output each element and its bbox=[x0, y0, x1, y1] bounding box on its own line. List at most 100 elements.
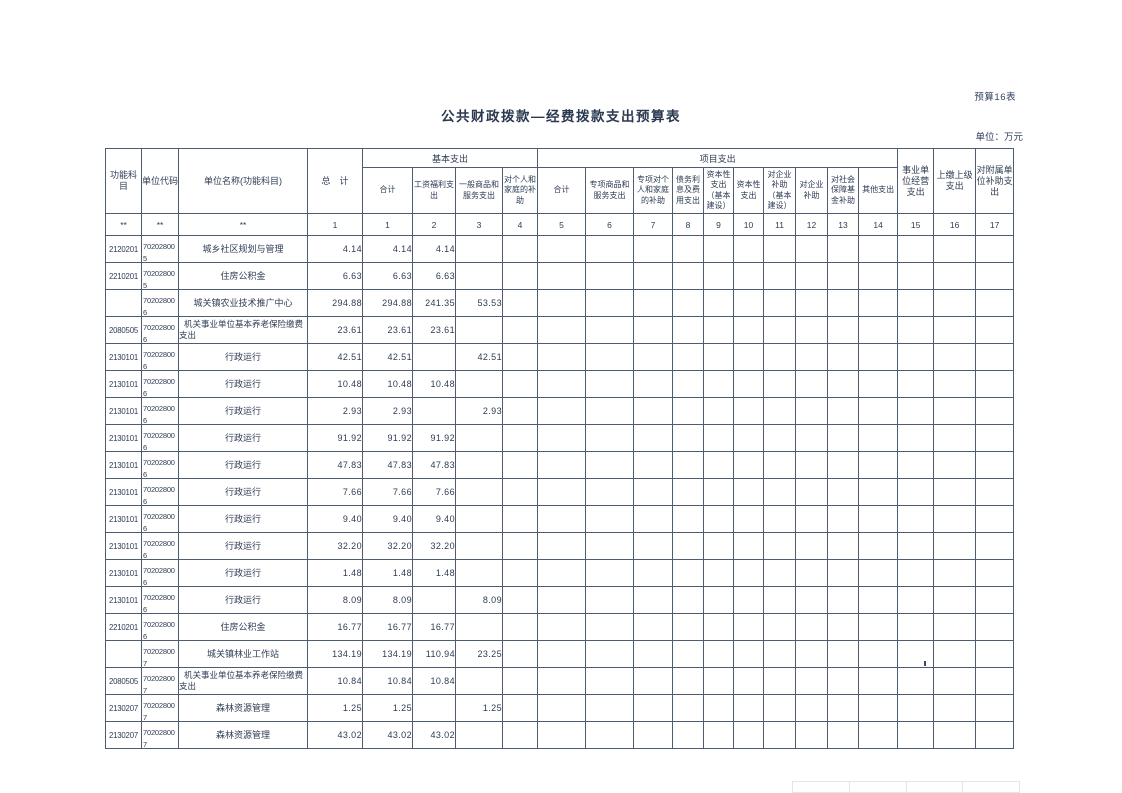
cell-unit-name: 城关镇农业技术推广中心 bbox=[178, 289, 308, 317]
column-index-cell: 8 bbox=[672, 213, 705, 236]
col-header-affiliated-subsidy-expenditure: 对附属单位补助支出 bbox=[975, 148, 1015, 214]
cell-value: 9.40 bbox=[412, 505, 456, 533]
cell-value bbox=[858, 532, 899, 560]
table-row: 2130101 702028006 行政运行 32.20 32.20 32.20 bbox=[105, 532, 1015, 560]
cell-value bbox=[975, 289, 1015, 317]
cell-value bbox=[827, 586, 860, 614]
cell-value bbox=[501, 262, 539, 290]
cell-func-code bbox=[105, 640, 142, 668]
cell-value bbox=[827, 289, 860, 317]
cell-value bbox=[672, 613, 705, 641]
cell-value: 4.14 bbox=[412, 235, 456, 263]
cell-unit-name: 行政运行 bbox=[178, 343, 308, 371]
cell-value bbox=[897, 586, 935, 614]
column-index-cell: 14 bbox=[858, 213, 899, 236]
cell-value bbox=[733, 262, 765, 290]
sub-column-header: 对企业补助 bbox=[795, 167, 829, 214]
column-index-cell: 10 bbox=[733, 213, 765, 236]
table-row: 2130101 702028006 行政运行 9.40 9.40 9.40 bbox=[105, 505, 1015, 533]
cell-value bbox=[537, 532, 587, 560]
cell-value bbox=[975, 532, 1015, 560]
cell-value bbox=[975, 613, 1015, 641]
cell-value bbox=[703, 289, 735, 317]
cell-value bbox=[455, 505, 503, 533]
cell-value bbox=[763, 316, 797, 344]
cell-value bbox=[858, 289, 899, 317]
cell-value bbox=[585, 532, 635, 560]
cell-value bbox=[975, 694, 1015, 722]
cell-unit-name: 住房公积金 bbox=[178, 613, 308, 641]
cell-value bbox=[827, 262, 860, 290]
cell-value bbox=[455, 613, 503, 641]
cell-value bbox=[633, 640, 674, 668]
cell-value bbox=[933, 559, 977, 587]
table-row: 2080505 702028007 机关事业单位基本养老保险缴费支出 10.84 10.… bbox=[105, 667, 1015, 695]
cell-func-code: 2130101 bbox=[105, 586, 142, 614]
cell-value bbox=[501, 451, 539, 479]
sub-column-header: 对个人和家庭的补助 bbox=[501, 167, 539, 214]
cell-value bbox=[933, 532, 977, 560]
table-row: 702028006 城关镇农业技术推广中心 294.88 294.88 241.35 53… bbox=[105, 289, 1015, 317]
column-index-cell: 3 bbox=[455, 213, 503, 236]
cell-value bbox=[897, 343, 935, 371]
cell-value bbox=[501, 694, 539, 722]
cell-value bbox=[585, 640, 635, 668]
cell-unit-name: 行政运行 bbox=[178, 478, 308, 506]
cell-unit-code: 702028006 bbox=[141, 424, 179, 452]
cell-value bbox=[455, 424, 503, 452]
cell-value bbox=[858, 613, 899, 641]
cell-value: 16.77 bbox=[412, 613, 456, 641]
cell-value: 91.92 bbox=[412, 424, 456, 452]
cell-value bbox=[858, 316, 899, 344]
cell-value bbox=[501, 505, 539, 533]
cell-value: 47.83 bbox=[362, 451, 413, 479]
cell-value bbox=[672, 235, 705, 263]
sub-column-header: 资本性支出 bbox=[733, 167, 765, 214]
cell-value bbox=[795, 505, 829, 533]
sub-column-header: 合计 bbox=[362, 167, 413, 214]
cell-unit-name: 行政运行 bbox=[178, 532, 308, 560]
sub-column-header: 专项对个人和家庭的补助 bbox=[633, 167, 674, 214]
cell-value: 7.66 bbox=[362, 478, 413, 506]
cell-value bbox=[733, 694, 765, 722]
cell-value bbox=[858, 586, 899, 614]
cell-value bbox=[827, 694, 860, 722]
cell-value bbox=[703, 505, 735, 533]
cell-value bbox=[763, 586, 797, 614]
cell-value bbox=[501, 289, 539, 317]
cell-value: 1.48 bbox=[307, 559, 363, 587]
sub-column-header: 对社会保障基金补助 bbox=[827, 167, 860, 214]
cell-func-code: 2130207 bbox=[105, 721, 142, 749]
column-index-cell: ** bbox=[178, 213, 308, 236]
cell-value bbox=[763, 640, 797, 668]
cell-func-code: 2130101 bbox=[105, 451, 142, 479]
cell-value bbox=[585, 694, 635, 722]
cell-value bbox=[703, 667, 735, 695]
table-number-label: 预算16表 bbox=[974, 92, 1016, 103]
col-header-upper-level-expenditure: 上缴上级支出 bbox=[933, 148, 977, 214]
sub-column-header: 债务利息及费用支出 bbox=[672, 167, 705, 214]
header-group-row: 功能科目 单位代码 单位名称(功能科目) 总 计 基本支出 项目支出 事业单位经… bbox=[105, 148, 1015, 214]
sub-column-header: 工资福利支出 bbox=[412, 167, 456, 214]
cell-value bbox=[933, 667, 977, 695]
cell-value bbox=[795, 262, 829, 290]
cell-unit-name: 行政运行 bbox=[178, 586, 308, 614]
cell-value bbox=[672, 505, 705, 533]
cell-value bbox=[827, 343, 860, 371]
cell-value bbox=[858, 478, 899, 506]
cell-value bbox=[501, 316, 539, 344]
cell-value bbox=[933, 397, 977, 425]
cell-value bbox=[672, 262, 705, 290]
cell-value bbox=[795, 316, 829, 344]
cell-func-code: 2080505 bbox=[105, 667, 142, 695]
cell-value bbox=[897, 316, 935, 344]
cell-value: 7.66 bbox=[307, 478, 363, 506]
table-row: 2210201 702028006 住房公积金 16.77 16.77 16.77 bbox=[105, 613, 1015, 641]
cell-value bbox=[501, 640, 539, 668]
cell-value: 2.93 bbox=[307, 397, 363, 425]
cell-value bbox=[933, 343, 977, 371]
cell-unit-name: 森林资源管理 bbox=[178, 694, 308, 722]
cell-value bbox=[733, 451, 765, 479]
cell-value: 1.25 bbox=[307, 694, 363, 722]
table-row: 2130101 702028006 行政运行 47.83 47.83 47.83 bbox=[105, 451, 1015, 479]
